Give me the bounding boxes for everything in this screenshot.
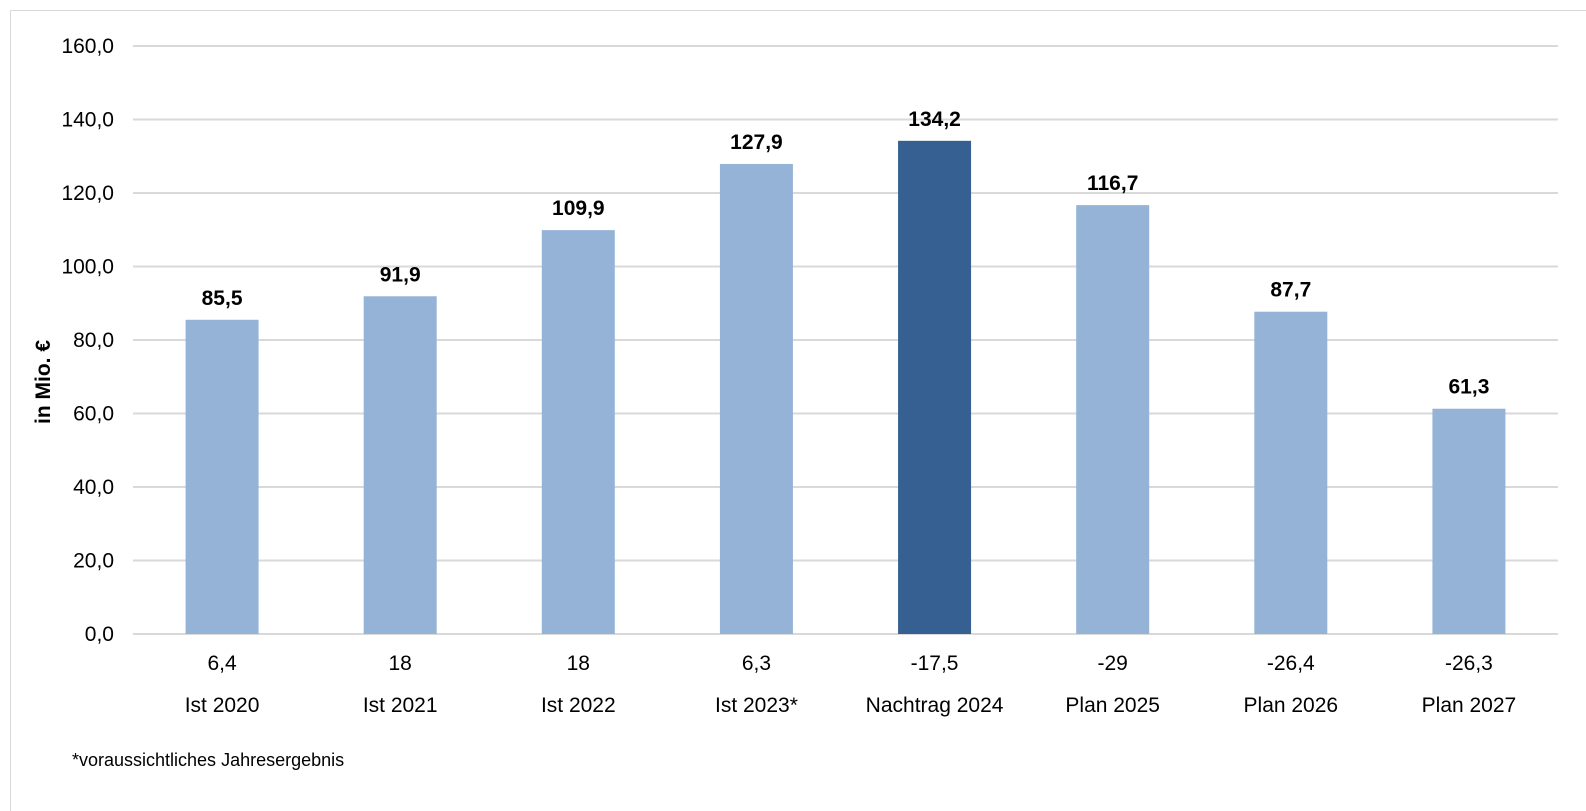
y-tick-label: 120,0 xyxy=(61,182,114,205)
x-category-label: Plan 2027 xyxy=(1422,694,1517,717)
x-category-label: Ist 2021 xyxy=(363,694,438,717)
bar xyxy=(363,296,437,634)
secondary-value-label: -26,4 xyxy=(1267,652,1315,675)
bar-value-label: 109,9 xyxy=(552,197,605,220)
y-tick-label: 20,0 xyxy=(73,550,114,573)
bar xyxy=(719,163,793,634)
gridlines xyxy=(133,45,1558,635)
y-axis-ticks: 0,0 20,0 40,0 60,0 80,0 100,0 120,0 140,0 160,0 xyxy=(61,35,114,646)
bar xyxy=(898,140,972,634)
bar xyxy=(1254,311,1328,634)
y-tick-label: 140,0 xyxy=(61,109,114,132)
x-category-label: Ist 2023* xyxy=(715,694,798,717)
secondary-value-label: 18 xyxy=(389,652,412,675)
y-tick-label: 40,0 xyxy=(73,476,114,499)
y-tick-label: 0,0 xyxy=(85,623,114,646)
value-labels: 85,5 91,9 109,9 127,9 134,2 116,7 87,7 61,3 xyxy=(202,108,1490,399)
y-tick-label: 160,0 xyxy=(61,35,114,58)
x-category-label: Ist 2022 xyxy=(541,694,616,717)
secondary-value-label: 6,4 xyxy=(207,652,237,675)
y-tick-label: 80,0 xyxy=(73,329,114,352)
bars xyxy=(185,140,1506,634)
bar-value-label: 134,2 xyxy=(908,108,961,131)
category-labels: 6,4 Ist 2020 18 Ist 2021 18 Ist 2022 6,3 Ist 20… xyxy=(185,652,1517,717)
y-tick-label: 60,0 xyxy=(73,403,114,426)
bar-value-label: 61,3 xyxy=(1449,376,1490,399)
bar-value-label: 85,5 xyxy=(202,287,243,310)
bar-value-label: 127,9 xyxy=(730,131,783,154)
x-category-label: Plan 2025 xyxy=(1065,694,1160,717)
secondary-value-label: 6,3 xyxy=(742,652,771,675)
secondary-value-label: -17,5 xyxy=(911,652,959,675)
secondary-value-label: -29 xyxy=(1098,652,1128,675)
footnote: *voraussichtliches Jahresergebnis xyxy=(72,750,344,770)
x-category-label: Nachtrag 2024 xyxy=(866,694,1004,717)
bar-value-label: 87,7 xyxy=(1270,279,1311,302)
bar-value-label: 116,7 xyxy=(1087,172,1138,195)
x-category-label: Ist 2020 xyxy=(185,694,260,717)
bar xyxy=(541,230,615,634)
y-tick-label: 100,0 xyxy=(61,256,114,279)
bar xyxy=(1076,205,1150,634)
chart-frame xyxy=(10,10,1586,811)
x-category-label: Plan 2026 xyxy=(1244,694,1339,717)
bar xyxy=(185,319,259,634)
secondary-value-label: -26,3 xyxy=(1445,652,1493,675)
bar-value-label: 91,9 xyxy=(380,263,421,286)
y-axis-label: in Mio. € xyxy=(32,340,55,424)
bar xyxy=(1432,408,1506,634)
secondary-value-label: 18 xyxy=(567,652,590,675)
